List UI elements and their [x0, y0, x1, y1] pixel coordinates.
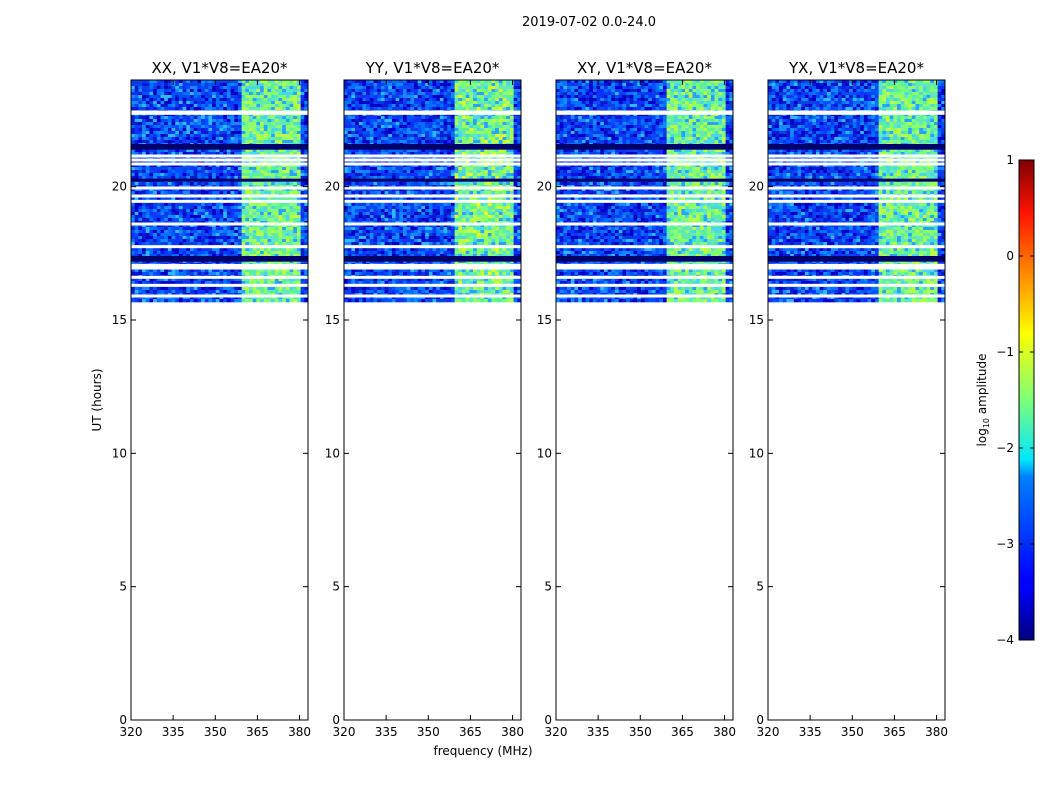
colorbar-tick-label: −4	[996, 633, 1014, 647]
y-tick-label: 5	[756, 580, 764, 594]
x-tick-label: 380	[713, 725, 736, 739]
figure-title: 2019-07-02 0.0-24.0	[522, 15, 656, 30]
y-tick-label: 10	[749, 446, 764, 460]
colorbar-label: log10 amplitude	[975, 354, 991, 447]
y-tick-label: 20	[325, 180, 340, 194]
panel-title: YX, V1*V8=EA20*	[788, 59, 924, 77]
x-tick-label: 380	[288, 725, 311, 739]
x-tick-label: 365	[459, 725, 482, 739]
heatmap-image	[556, 80, 733, 303]
y-tick-label: 10	[537, 446, 552, 460]
y-tick-label: 0	[544, 713, 552, 727]
x-tick-label: 320	[545, 725, 568, 739]
colorbar-ticks: −4 −3 −2 −1 0 1	[996, 153, 1034, 647]
y-tick-label: 20	[112, 180, 127, 194]
x-tick-label: 335	[587, 725, 610, 739]
y-tick-label: 5	[332, 580, 340, 594]
heatmap-image	[344, 80, 521, 303]
x-tick-label: 350	[629, 725, 652, 739]
x-tick-label: 380	[925, 725, 948, 739]
y-tick-label: 15	[112, 313, 127, 327]
plot-frame	[130, 79, 309, 721]
y-tick-label: 10	[112, 446, 127, 460]
colorbar-gradient	[1018, 159, 1035, 641]
x-tick-label: 350	[417, 725, 440, 739]
colorbar: −4 −3 −2 −1 0 1 log10 amplitude	[975, 153, 1035, 647]
plot-frame	[343, 79, 522, 721]
x-tick-label: 335	[162, 725, 185, 739]
colorbar-tick-label: −2	[996, 441, 1014, 455]
x-tick-label: 350	[204, 725, 227, 739]
panel-1: XX, V1*V8=EA20* 320 335 350 365 380 0 5 10 15 20	[112, 59, 311, 739]
x-tick-label: 350	[841, 725, 864, 739]
y-tick-label: 15	[749, 313, 764, 327]
heatmap-image	[768, 80, 945, 303]
x-tick-label: 335	[375, 725, 398, 739]
panel-2: YY, V1*V8=EA20* 320 335 350 365 380 0 5 10 15 20	[325, 59, 524, 739]
y-axis-label: UT (hours)	[90, 368, 104, 431]
y-tick-label: 20	[749, 180, 764, 194]
panel-3: XY, V1*V8=EA20* 320 335 350 365 380 0 5 10 15 20	[537, 59, 736, 739]
colorbar-tick-label: 1	[1006, 153, 1014, 167]
colorbar-tick-label: −3	[996, 537, 1014, 551]
plot-frame	[555, 79, 734, 721]
panels: XX, V1*V8=EA20*320 335 350 365 38005101520YY…	[112, 59, 948, 739]
x-tick-label: 320	[757, 725, 780, 739]
y-tick-label: 10	[325, 446, 340, 460]
colorbar-tick-label: 0	[1006, 249, 1014, 263]
x-tick-label: 365	[883, 725, 906, 739]
y-tick-label: 0	[332, 713, 340, 727]
panel-title: XX, V1*V8=EA20*	[151, 59, 288, 77]
y-tick-label: 15	[325, 313, 340, 327]
panel-title: YY, V1*V8=EA20*	[365, 59, 500, 77]
y-tick-label: 5	[119, 580, 127, 594]
panel-4: YX, V1*V8=EA20* 320 335 350 365 380 0 5 10 15 20	[749, 59, 948, 739]
x-tick-label: 320	[120, 725, 143, 739]
y-tick-label: 0	[119, 713, 127, 727]
heatmap-image	[131, 80, 308, 303]
x-axis-label: frequency (MHz)	[433, 744, 532, 758]
x-tick-label: 365	[246, 725, 269, 739]
x-tick-label: 365	[671, 725, 694, 739]
y-tick-label: 0	[756, 713, 764, 727]
y-tick-label: 5	[544, 580, 552, 594]
y-tick-label: 20	[537, 180, 552, 194]
x-tick-label: 380	[501, 725, 524, 739]
y-tick-label: 15	[537, 313, 552, 327]
x-tick-label: 320	[333, 725, 356, 739]
panel-title: XY, V1*V8=EA20*	[577, 59, 712, 77]
colorbar-tick-label: −1	[996, 345, 1014, 359]
plot-frame	[767, 79, 946, 721]
x-tick-label: 335	[799, 725, 822, 739]
